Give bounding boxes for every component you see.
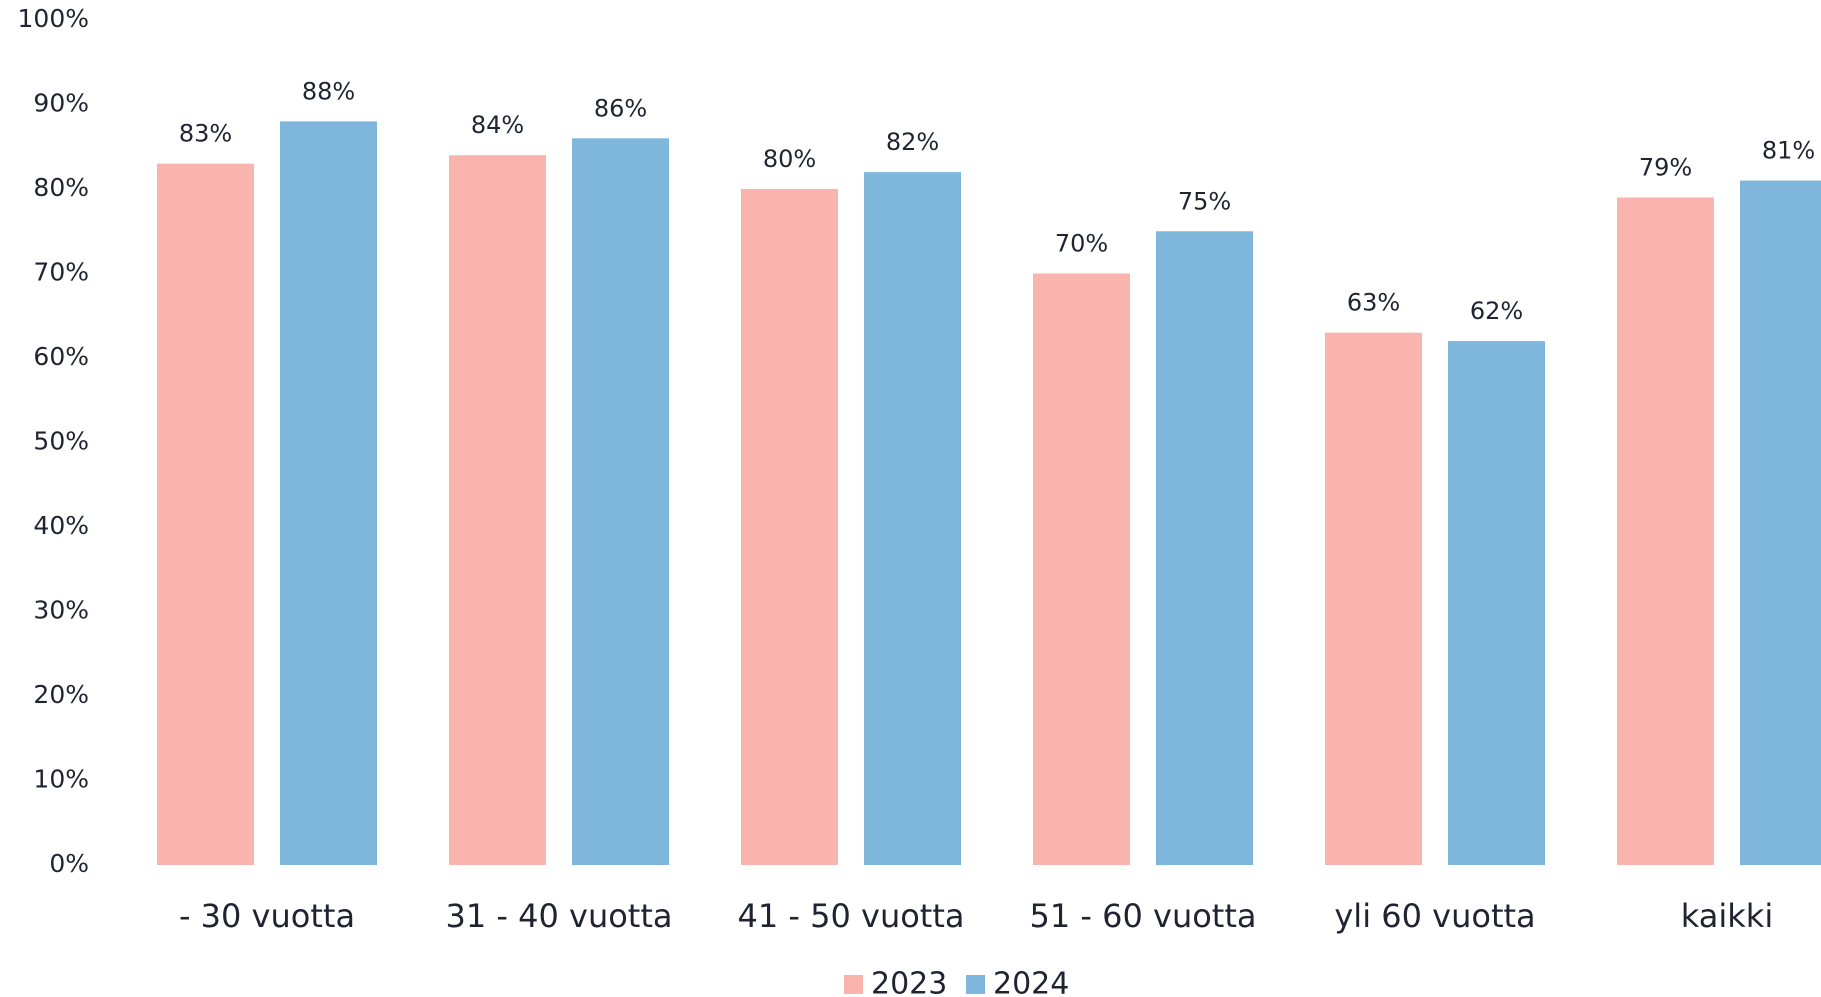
bar	[1740, 180, 1821, 866]
y-tick-label: 70%	[33, 258, 89, 287]
y-tick-label: 60%	[33, 342, 89, 371]
bar	[280, 121, 377, 865]
bar	[1448, 341, 1545, 866]
bar	[1325, 332, 1422, 865]
x-tick-label: 51 - 60 vuotta	[1030, 897, 1257, 935]
bar	[1617, 197, 1714, 865]
x-tick-label: 41 - 50 vuotta	[738, 897, 965, 935]
bar	[741, 189, 838, 865]
data-label: 70%	[1055, 230, 1108, 258]
x-tick-label: kaikki	[1681, 897, 1773, 935]
y-tick-label: 80%	[33, 173, 89, 202]
bar	[1033, 273, 1130, 865]
y-tick-label: 0%	[49, 849, 89, 878]
data-label: 86%	[594, 94, 647, 122]
x-tick-label: yli 60 vuotta	[1334, 897, 1535, 935]
x-tick-label: - 30 vuotta	[179, 897, 355, 935]
data-label: 62%	[1470, 297, 1523, 325]
data-label: 83%	[179, 120, 232, 148]
y-tick-label: 50%	[33, 427, 89, 456]
data-label: 81%	[1762, 137, 1815, 165]
data-label: 75%	[1178, 187, 1231, 215]
x-tick-label: 31 - 40 vuotta	[446, 897, 673, 935]
data-label: 80%	[763, 145, 816, 173]
data-label: 84%	[471, 111, 524, 139]
data-label: 79%	[1639, 153, 1692, 181]
y-tick-label: 40%	[33, 511, 89, 540]
y-tick-label: 100%	[18, 4, 89, 33]
bar	[1156, 231, 1253, 865]
bar	[449, 155, 546, 865]
legend-label: 2023	[871, 967, 947, 997]
y-tick-label: 20%	[33, 680, 89, 709]
legend-swatch	[966, 975, 985, 994]
data-label: 82%	[886, 128, 939, 156]
legend-label: 2024	[993, 967, 1069, 997]
y-tick-label: 90%	[33, 89, 89, 118]
y-tick-label: 30%	[33, 596, 89, 625]
bar	[157, 163, 254, 865]
data-label: 63%	[1347, 289, 1400, 317]
bar	[572, 138, 669, 866]
y-tick-label: 10%	[33, 765, 89, 794]
bar	[864, 172, 961, 866]
data-label: 88%	[302, 77, 355, 105]
legend-swatch	[844, 975, 863, 994]
